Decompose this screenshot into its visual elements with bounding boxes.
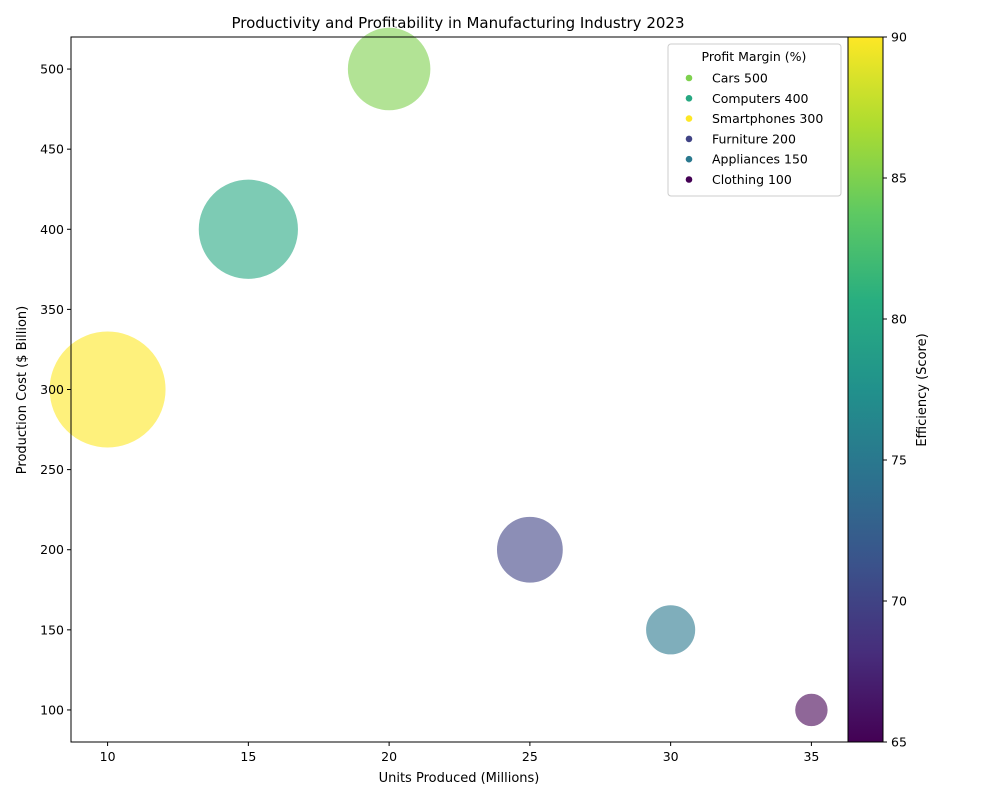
legend-entry-label: Cars 500 (712, 71, 768, 86)
bubble-cars (346, 26, 432, 112)
x-tick-label: 20 (381, 749, 397, 764)
y-axis-ticks: 100 150 200 250 300 350 400 450 500 (40, 62, 71, 717)
y-tick-label: 100 (40, 702, 64, 717)
legend-entry-label: Furniture 200 (712, 131, 796, 146)
y-tick-label: 250 (40, 462, 64, 477)
legend-marker (685, 155, 693, 163)
legend-marker (685, 115, 693, 122)
bubble-computers (197, 178, 299, 280)
legend-marker (685, 135, 693, 143)
colorbar-label: Efficiency (Score) (915, 333, 930, 446)
legend-marker (685, 95, 693, 102)
bubble-furniture (495, 515, 564, 584)
legend-entry-label: Clothing 100 (712, 172, 792, 187)
legend-marker (685, 74, 693, 82)
colorbar-tick-label: 70 (891, 594, 907, 609)
x-tick-label: 10 (100, 749, 116, 764)
y-tick-label: 450 (40, 142, 64, 157)
y-tick-label: 400 (40, 222, 64, 237)
colorbar-tick-label: 80 (891, 312, 907, 327)
legend-title: Profit Margin (%) (702, 49, 807, 64)
bubble-appliances (645, 604, 697, 656)
chart-title: Productivity and Profitability in Manufa… (231, 14, 684, 32)
x-tick-label: 30 (663, 749, 679, 764)
y-tick-label: 300 (40, 382, 64, 397)
y-tick-label: 350 (40, 302, 64, 317)
colorbar-tick-label: 65 (891, 735, 907, 750)
y-tick-label: 200 (40, 542, 64, 557)
x-tick-label: 15 (240, 749, 256, 764)
colorbar-tick-label: 75 (891, 453, 907, 468)
legend-marker (685, 176, 693, 183)
y-tick-label: 150 (40, 622, 64, 637)
colorbar-tick-label: 85 (891, 171, 907, 186)
colorbar-ticks: 65 70 75 80 85 90 (883, 30, 907, 750)
x-tick-label: 25 (522, 749, 538, 764)
x-tick-label: 35 (803, 749, 819, 764)
legend-entry-label: Computers 400 (712, 91, 809, 106)
x-axis-label: Units Produced (Millions) (379, 771, 540, 786)
x-axis-ticks: 10 15 20 25 30 35 (100, 742, 819, 764)
bubble-clothing (794, 692, 829, 728)
scatter-points (48, 26, 829, 728)
legend-items: Cars 500 Computers 400 Smartphones 300 Furn… (685, 71, 823, 187)
legend-entry-label: Appliances 150 (712, 152, 808, 167)
bubble-smartphones (48, 330, 167, 449)
y-axis-label: Production Cost ($ Billion) (15, 306, 30, 474)
y-tick-label: 500 (40, 62, 64, 77)
colorbar (847, 36, 884, 743)
legend: Profit Margin (%) Cars 500 Computers 400 S… (667, 43, 842, 197)
legend-box (667, 43, 842, 197)
legend-entry-label: Smartphones 300 (712, 111, 823, 126)
colorbar-tick-label: 90 (891, 30, 907, 45)
